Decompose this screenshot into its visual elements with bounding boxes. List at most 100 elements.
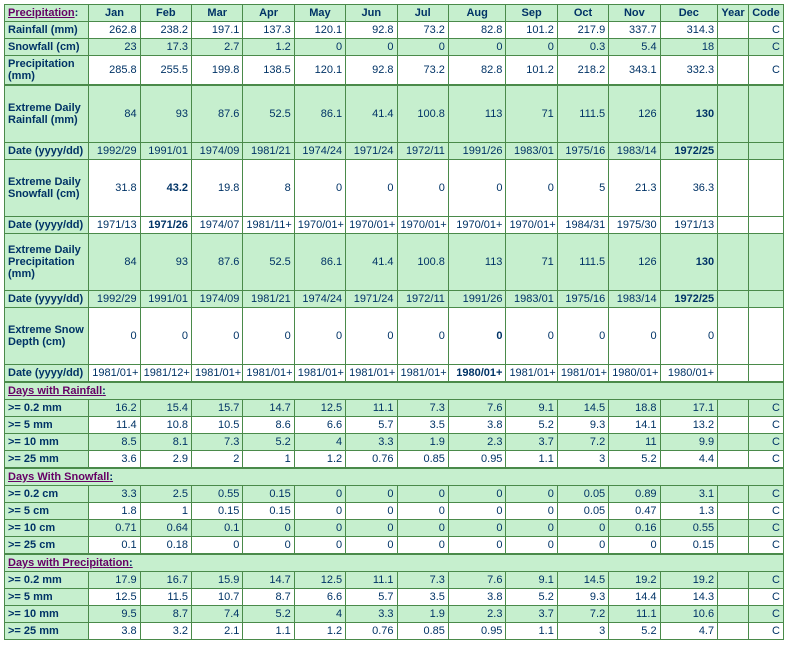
cell: 0 — [506, 503, 557, 520]
cell: 5.4 — [609, 39, 660, 56]
cell: C — [748, 22, 783, 39]
cell: 1970/01+ — [346, 217, 397, 234]
cell: 0 — [557, 537, 608, 555]
row-label: Extreme Snow Depth (cm) — [5, 308, 89, 365]
cell: 1981/01+ — [192, 365, 243, 383]
cell: 120.1 — [294, 22, 345, 39]
cell: 0 — [506, 486, 557, 503]
row-label: Rainfall (mm) — [5, 22, 89, 39]
cell: 3.5 — [397, 417, 448, 434]
cell: 1983/01 — [506, 143, 557, 160]
table-row: >= 10 cm0.710.640.100000000.160.55C — [5, 520, 784, 537]
row-label: >= 10 mm — [5, 606, 89, 623]
cell: 1983/01 — [506, 291, 557, 308]
cell: 0 — [397, 39, 448, 56]
cell: 1.2 — [243, 39, 294, 56]
cell: 0 — [243, 520, 294, 537]
cell: 11.1 — [609, 606, 660, 623]
section-title: Days with Rainfall: — [5, 382, 784, 400]
table-row: Precipitation (mm)285.8255.5199.8138.512… — [5, 56, 784, 86]
cell: 0 — [294, 39, 345, 56]
row-label: Extreme Daily Snowfall (cm) — [5, 160, 89, 217]
cell: 3.7 — [506, 434, 557, 451]
cell: 9.1 — [506, 400, 557, 417]
cell: C — [748, 56, 783, 86]
table-row: >= 10 mm8.58.17.35.243.31.92.33.77.2119.… — [5, 434, 784, 451]
section-title: Days with Precipitation: — [5, 554, 784, 572]
cell: 3.1 — [660, 486, 718, 503]
cell — [718, 623, 749, 640]
cell: 0 — [506, 537, 557, 555]
cell: 1980/01+ — [660, 365, 718, 383]
cell: 1981/11+ — [243, 217, 294, 234]
cell: 4.7 — [660, 623, 718, 640]
cell: 113 — [448, 234, 506, 291]
cell: C — [748, 486, 783, 503]
cell: 1.8 — [89, 503, 140, 520]
cell — [748, 291, 783, 308]
row-label: Precipitation (mm) — [5, 56, 89, 86]
cell: 0.3 — [557, 39, 608, 56]
cell: 2 — [192, 451, 243, 469]
cell: 0 — [506, 160, 557, 217]
cell: 0 — [346, 537, 397, 555]
cell: 285.8 — [89, 56, 140, 86]
cell: 1971/26 — [140, 217, 191, 234]
cell: 10.6 — [660, 606, 718, 623]
cell — [748, 365, 783, 383]
cell: 12.5 — [294, 572, 345, 589]
cell: 111.5 — [557, 234, 608, 291]
cell: 0 — [609, 308, 660, 365]
cell: 7.6 — [448, 400, 506, 417]
precipitation-link[interactable]: Precipitation — [8, 7, 75, 19]
cell: 8.1 — [140, 434, 191, 451]
cell — [718, 160, 749, 217]
cell: 0 — [506, 39, 557, 56]
month-head-may: May — [294, 5, 345, 22]
cell: 1980/01+ — [448, 365, 506, 383]
cell: 0.85 — [397, 451, 448, 469]
cell: 19.2 — [660, 572, 718, 589]
cell: 3.3 — [346, 606, 397, 623]
table-row: Extreme Daily Rainfall (mm)849387.652.58… — [5, 85, 784, 143]
year-head: Year — [718, 5, 749, 22]
row-label: >= 5 mm — [5, 589, 89, 606]
cell: 1.2 — [294, 623, 345, 640]
cell: 84 — [89, 234, 140, 291]
cell: 0.76 — [346, 623, 397, 640]
cell: 0 — [346, 308, 397, 365]
cell: 0 — [609, 537, 660, 555]
cell: 18 — [660, 39, 718, 56]
cell — [718, 143, 749, 160]
cell — [718, 486, 749, 503]
cell: 3 — [557, 451, 608, 469]
cell: 0.85 — [397, 623, 448, 640]
cell: 82.8 — [448, 56, 506, 86]
cell: 0.18 — [140, 537, 191, 555]
cell — [718, 291, 749, 308]
cell: 138.5 — [243, 56, 294, 86]
cell: 1.1 — [506, 623, 557, 640]
cell: 238.2 — [140, 22, 191, 39]
cell: 0.76 — [346, 451, 397, 469]
cell: 0 — [294, 537, 345, 555]
cell: 3.8 — [448, 589, 506, 606]
cell: 5.2 — [609, 623, 660, 640]
table-row: >= 5 mm12.511.510.78.76.65.73.53.85.29.3… — [5, 589, 784, 606]
cell: 0.15 — [660, 537, 718, 555]
cell: 71 — [506, 85, 557, 143]
cell: 126 — [609, 234, 660, 291]
cell: 92.8 — [346, 22, 397, 39]
cell: 262.8 — [89, 22, 140, 39]
cell: 5.7 — [346, 589, 397, 606]
cell: 0 — [89, 308, 140, 365]
row-label: >= 0.2 mm — [5, 400, 89, 417]
cell: C — [748, 606, 783, 623]
cell: 23 — [89, 39, 140, 56]
cell: 3 — [557, 623, 608, 640]
cell: 11.1 — [346, 400, 397, 417]
cell: 15.7 — [192, 400, 243, 417]
cell: 0 — [346, 486, 397, 503]
cell: 0 — [557, 520, 608, 537]
cell: 0 — [506, 520, 557, 537]
